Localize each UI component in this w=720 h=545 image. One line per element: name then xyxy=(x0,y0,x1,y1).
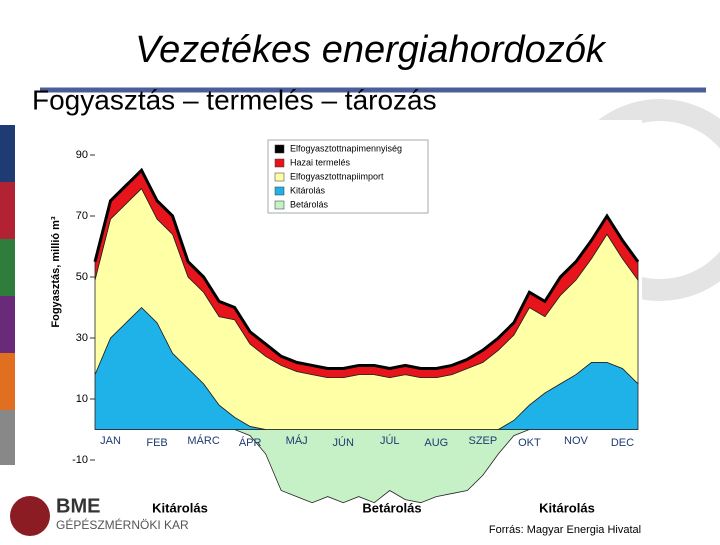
legend-swatch xyxy=(274,144,285,154)
source: Forrás: Magyar Energia Hivatal xyxy=(489,524,641,536)
total-line xyxy=(93,167,640,371)
title: Vezetékes energiahordozók xyxy=(135,29,607,71)
y-axis-label: Fogyasztás, millió m³ xyxy=(50,216,62,328)
x-tick-label: ÁPR xyxy=(239,436,262,449)
x-tick-label: DEC xyxy=(611,437,634,449)
legend-swatch xyxy=(274,200,285,210)
x-tick-label: MÁRC xyxy=(187,434,219,447)
legend-box xyxy=(267,139,429,214)
legend-label: Hazai termelés xyxy=(290,157,351,167)
y-tick-label: -10 xyxy=(72,454,88,466)
legend-label: Kitárolás xyxy=(290,185,326,195)
x-tick-label: SZEP xyxy=(468,435,497,447)
x-tick-label: JÚL xyxy=(380,434,400,447)
side-bar xyxy=(0,296,15,353)
x-tick-label: MÁJ xyxy=(286,434,308,447)
side-bar xyxy=(0,125,15,182)
legend-label: Elfogyasztottnapiimport xyxy=(290,171,384,181)
x-tick-label: FEB xyxy=(146,437,167,449)
x-tick-label: JÚN xyxy=(333,436,354,449)
subtitle: Fogyasztás – termelés – tározás xyxy=(32,84,437,115)
x-tick-label: OKT xyxy=(518,437,541,449)
logo-text: GÉPÉSZMÉRNÖKI KAR xyxy=(56,517,189,532)
logo-mark: BME xyxy=(56,495,100,517)
x-tick-label: JAN xyxy=(100,435,121,447)
y-tick-label: 10 xyxy=(76,393,88,405)
x-tick-label: NOV xyxy=(564,435,589,447)
legend-swatch xyxy=(274,158,285,168)
annotation: Kitárolás xyxy=(152,500,208,515)
side-bar xyxy=(0,182,15,239)
y-tick-label: 30 xyxy=(76,332,88,344)
logo-seal xyxy=(10,496,50,536)
legend-label: Elfogyasztottnapimennyiség xyxy=(290,143,402,153)
side-bar xyxy=(0,410,15,465)
y-tick-label: 90 xyxy=(76,149,88,161)
legend-label: Betárolás xyxy=(290,199,329,209)
side-bar xyxy=(0,353,15,410)
legend-swatch xyxy=(274,186,285,196)
annotation: Kitárolás xyxy=(539,500,595,515)
legend-swatch xyxy=(274,172,285,182)
x-tick-label: AUG xyxy=(424,437,448,449)
annotation: Betárolás xyxy=(362,500,421,515)
side-bar xyxy=(0,239,15,296)
y-tick-label: 70 xyxy=(76,210,88,222)
y-tick-label: 50 xyxy=(76,271,88,283)
